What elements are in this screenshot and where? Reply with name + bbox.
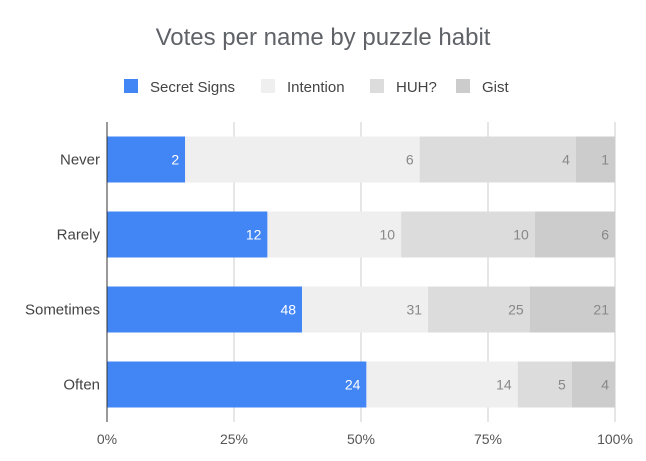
data-label-never-2: 4 [562, 152, 570, 168]
data-label-often-3: 4 [601, 377, 609, 393]
bar-never-1 [185, 136, 420, 183]
legend-swatch-2 [370, 79, 384, 93]
data-label-often-2: 5 [558, 377, 566, 393]
bar-rarely-1 [267, 211, 402, 258]
legend-label-3: Gist [482, 79, 510, 96]
x-tick-label-2: 50% [347, 431, 375, 447]
category-label-0: Never [60, 152, 100, 169]
bar-rarely-3 [534, 211, 615, 258]
bar-often-0 [107, 361, 367, 408]
legend-swatch-3 [456, 79, 470, 93]
bar-sometimes-0 [107, 286, 303, 333]
data-label-sometimes-3: 21 [593, 302, 609, 318]
bar-never-0 [107, 136, 186, 183]
category-labels: Never Rarely Sometimes Often [25, 152, 101, 394]
bar-often-3 [571, 361, 615, 408]
bar-never-2 [419, 136, 576, 183]
data-label-rarely-1: 10 [380, 227, 396, 243]
data-label-rarely-0: 12 [246, 227, 262, 243]
data-label-never-3: 1 [601, 152, 609, 168]
legend-label-2: HUH? [396, 79, 437, 96]
data-label-often-0: 24 [345, 377, 361, 393]
legend-swatch-1 [261, 79, 275, 93]
bar-rarely-0 [107, 211, 268, 258]
legend-label-1: Intention [287, 79, 345, 96]
x-tick-label-0: 0% [97, 431, 117, 447]
data-label-rarely-2: 10 [513, 227, 529, 243]
bar-often-2 [517, 361, 572, 408]
x-tick-label-3: 75% [474, 431, 502, 447]
bar-never-3 [575, 136, 615, 183]
category-label-2: Sometimes [25, 302, 100, 319]
category-label-1: Rarely [57, 227, 101, 244]
data-label-sometimes-2: 25 [508, 302, 524, 318]
category-label-3: Often [63, 377, 100, 394]
bar-often-1 [366, 361, 518, 408]
data-label-sometimes-0: 48 [280, 302, 296, 318]
bar-rarely-2 [401, 211, 535, 258]
data-label-never-1: 6 [406, 152, 414, 168]
data-label-often-1: 14 [496, 377, 512, 393]
bar-sometimes-3 [529, 286, 615, 333]
bar-sometimes-2 [428, 286, 530, 333]
legend-swatch-0 [124, 79, 138, 93]
bar-sometimes-1 [302, 286, 429, 333]
x-tick-label-4: 100% [597, 431, 633, 447]
legend: Secret Signs Intention HUH? Gist [124, 79, 510, 96]
x-tick-label-1: 25% [220, 431, 248, 447]
data-label-sometimes-1: 31 [406, 302, 422, 318]
data-label-never-0: 2 [171, 152, 179, 168]
data-label-rarely-3: 6 [601, 227, 609, 243]
legend-label-0: Secret Signs [150, 79, 235, 96]
chart-title: Votes per name by puzzle habit [156, 24, 491, 51]
bars: 2 6 4 1 12 10 10 6 48 31 25 21 24 14 5 4 [107, 136, 615, 408]
x-axis-ticks: 0% 25% 50% 75% 100% [97, 431, 633, 447]
